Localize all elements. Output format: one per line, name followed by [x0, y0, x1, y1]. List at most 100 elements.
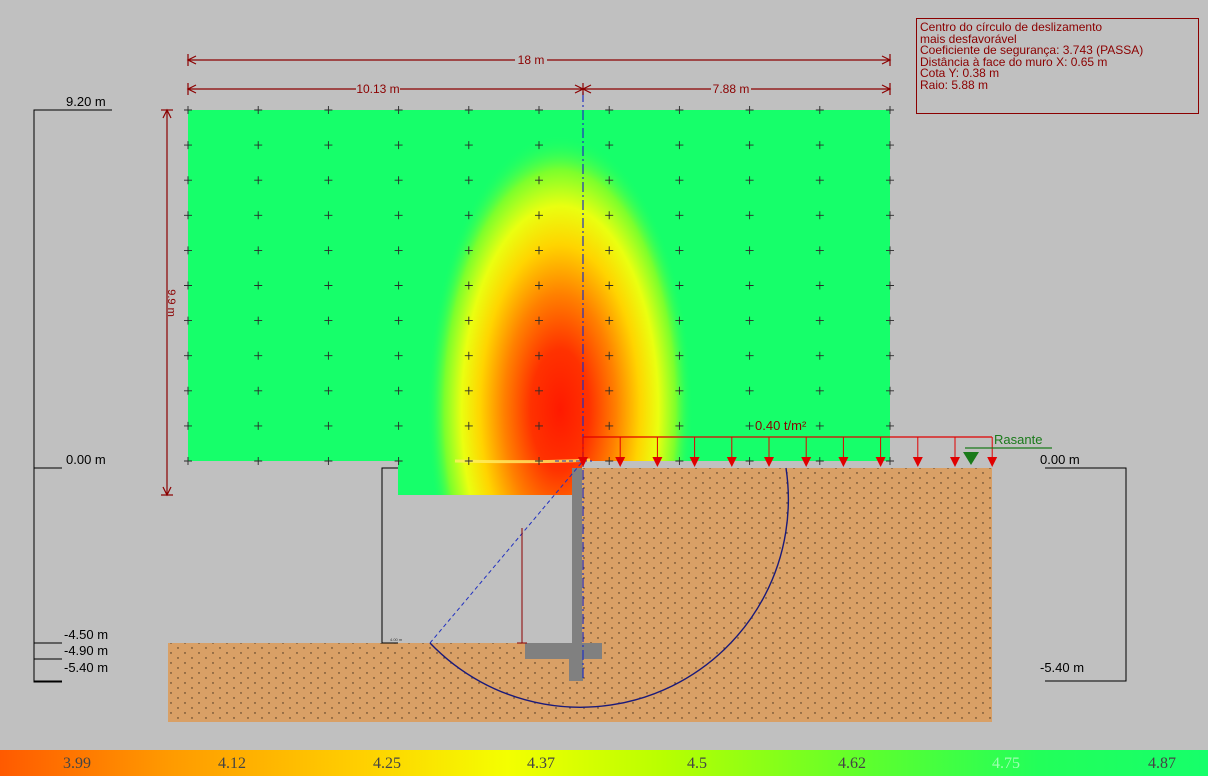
grid-cross — [605, 316, 614, 325]
legend-value: 4.75 — [992, 755, 1020, 772]
load-arrow-head — [912, 457, 923, 467]
info-line: Cota Y: 0.38 m — [920, 66, 1000, 80]
legend-value: 4.37 — [527, 755, 555, 772]
info-line: Coeficiente de segurança: 3.743 (PASSA) — [920, 43, 1144, 57]
grid-cross — [745, 421, 754, 430]
grid-cross — [464, 421, 473, 430]
grid-cross — [394, 141, 403, 150]
grid-cross — [394, 457, 403, 465]
grid-cross — [815, 351, 824, 360]
grid-cross — [324, 457, 333, 465]
grid-cross — [745, 351, 754, 360]
grid-cross — [535, 421, 543, 430]
level-zero-left: 0.00 m — [66, 452, 106, 467]
grid-cross — [886, 281, 894, 290]
grid-cross — [675, 316, 684, 325]
grid-cross — [815, 281, 824, 290]
grid-cross — [464, 457, 473, 465]
grid-cross — [815, 246, 824, 255]
grid-cross — [745, 176, 754, 185]
grid-cross — [675, 421, 684, 430]
grid-cross — [815, 457, 824, 465]
grid-point-crosses — [184, 106, 894, 465]
grid-cross — [324, 211, 333, 220]
level-b: -4.90 m — [64, 643, 108, 658]
grid-cross — [535, 246, 543, 255]
grid-cross — [535, 386, 543, 395]
grid-cross — [394, 106, 403, 114]
grid-cross — [184, 351, 192, 360]
grid-cross — [254, 246, 263, 255]
grid-cross — [815, 386, 824, 395]
grid-cross — [886, 106, 894, 114]
grid-cross — [464, 106, 473, 114]
grid-cross — [394, 211, 403, 220]
grid-cross — [254, 421, 263, 430]
grid-cross — [394, 351, 403, 360]
grid-cross — [605, 351, 614, 360]
level-c: -5.40 m — [64, 660, 108, 675]
legend-value: 4.25 — [373, 755, 401, 772]
grid-cross — [324, 141, 333, 150]
grid-cross — [605, 211, 614, 220]
legend-value: 4.5 — [687, 755, 707, 772]
grid-cross — [184, 386, 192, 395]
legend-value: 4.62 — [838, 755, 866, 772]
level-zero-right: 0.00 m — [1040, 452, 1080, 467]
grid-cross — [464, 281, 473, 290]
grid-cross — [394, 316, 403, 325]
grid-cross — [535, 141, 543, 150]
grid-cross — [815, 141, 824, 150]
grid-cross — [675, 457, 684, 465]
grid-cross — [184, 106, 192, 114]
load-arrow-head — [987, 457, 998, 467]
grid-cross — [324, 246, 333, 255]
grid-cross — [254, 176, 263, 185]
level-a: -4.50 m — [64, 627, 108, 642]
level-c-right: -5.40 m — [1040, 660, 1084, 675]
grid-cross — [675, 106, 684, 114]
grid-cross — [535, 351, 543, 360]
grid-cross — [254, 457, 263, 465]
load-arrow-head — [838, 457, 849, 467]
toe-small-label: 4.00 m — [390, 637, 403, 642]
grid-cross — [675, 386, 684, 395]
grid-cross — [254, 386, 263, 395]
water-level-icon — [963, 452, 979, 465]
info-line: Raio: 5.88 m — [920, 77, 989, 92]
grid-cross — [886, 316, 894, 325]
grid-cross — [605, 106, 614, 114]
dimension-right: 7.88 m — [713, 82, 750, 96]
grid-cross — [815, 421, 824, 430]
grid-cross — [605, 457, 614, 465]
legend-value: 3.99 — [63, 755, 91, 772]
grid-cross — [535, 457, 543, 465]
load-arrow-head — [615, 457, 626, 467]
dimension-left: 10.13 m — [356, 82, 399, 96]
grid-cross — [815, 176, 824, 185]
grid-cross — [605, 421, 614, 430]
grid-cross — [535, 316, 543, 325]
grid-cross — [254, 211, 263, 220]
color-scale-legend: 3.99 4.12 4.25 4.37 4.5 4.62 4.75 4.87 — [0, 750, 1208, 776]
grid-cross — [184, 246, 192, 255]
dimension-total: 18 m — [518, 53, 545, 67]
grid-cross — [535, 281, 543, 290]
load-arrow-head — [689, 457, 700, 467]
grid-cross — [394, 386, 403, 395]
grid-cross — [675, 211, 684, 220]
grid-cross — [184, 176, 192, 185]
radius-dashed-line — [429, 460, 584, 644]
grid-cross — [254, 141, 263, 150]
grid-cross — [886, 176, 894, 185]
grid-cross — [324, 351, 333, 360]
grid-cross — [394, 281, 403, 290]
grid-cross — [254, 316, 263, 325]
critical-circle-info-box: Centro do círculo de deslizamento mais d… — [916, 18, 1199, 114]
grid-cross — [745, 141, 754, 150]
grid-cross — [464, 211, 473, 220]
info-line: Centro do círculo de deslizamento — [920, 20, 1103, 34]
grid-cross — [464, 351, 473, 360]
surface-label: Rasante — [994, 432, 1042, 447]
